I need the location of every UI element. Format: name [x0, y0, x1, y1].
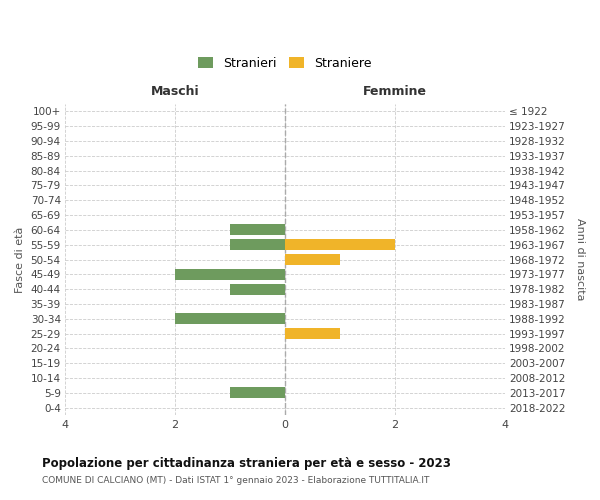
Bar: [230, 284, 285, 294]
Bar: [230, 388, 285, 398]
Text: COMUNE DI CALCIANO (MT) - Dati ISTAT 1° gennaio 2023 - Elaborazione TUTTITALIA.I: COMUNE DI CALCIANO (MT) - Dati ISTAT 1° …: [42, 476, 430, 485]
Y-axis label: Anni di nascita: Anni di nascita: [575, 218, 585, 301]
Text: Maschi: Maschi: [151, 84, 199, 98]
Bar: [230, 239, 285, 250]
Bar: [285, 328, 340, 339]
Bar: [285, 239, 395, 250]
Text: Femmine: Femmine: [363, 84, 427, 98]
Bar: [230, 224, 285, 235]
Bar: [285, 254, 340, 265]
Legend: Stranieri, Straniere: Stranieri, Straniere: [198, 56, 371, 70]
Y-axis label: Fasce di età: Fasce di età: [15, 226, 25, 292]
Bar: [175, 313, 285, 324]
Bar: [175, 269, 285, 280]
Text: Popolazione per cittadinanza straniera per età e sesso - 2023: Popolazione per cittadinanza straniera p…: [42, 458, 451, 470]
